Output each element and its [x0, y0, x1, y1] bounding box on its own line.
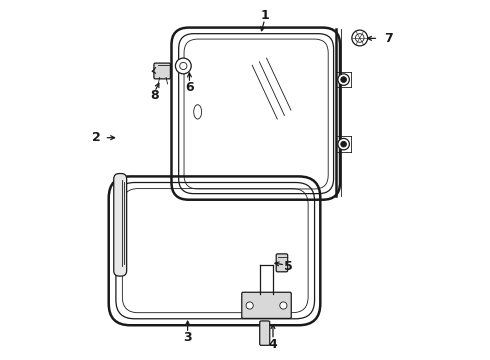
FancyBboxPatch shape: [154, 63, 171, 79]
Circle shape: [338, 74, 349, 85]
Circle shape: [338, 138, 349, 150]
Circle shape: [175, 58, 191, 74]
Text: 2: 2: [92, 131, 100, 144]
Text: 3: 3: [183, 330, 192, 343]
Text: 8: 8: [150, 89, 159, 102]
Text: 5: 5: [284, 260, 293, 273]
Circle shape: [280, 302, 287, 309]
Text: 1: 1: [260, 9, 269, 22]
Circle shape: [246, 302, 253, 309]
Circle shape: [341, 141, 346, 147]
FancyBboxPatch shape: [260, 321, 270, 345]
FancyBboxPatch shape: [276, 254, 288, 272]
FancyBboxPatch shape: [114, 174, 126, 276]
Circle shape: [341, 77, 346, 82]
Text: 4: 4: [269, 338, 277, 351]
FancyBboxPatch shape: [242, 292, 291, 319]
Circle shape: [352, 30, 368, 46]
Text: 6: 6: [185, 81, 194, 94]
Text: 7: 7: [384, 32, 393, 45]
